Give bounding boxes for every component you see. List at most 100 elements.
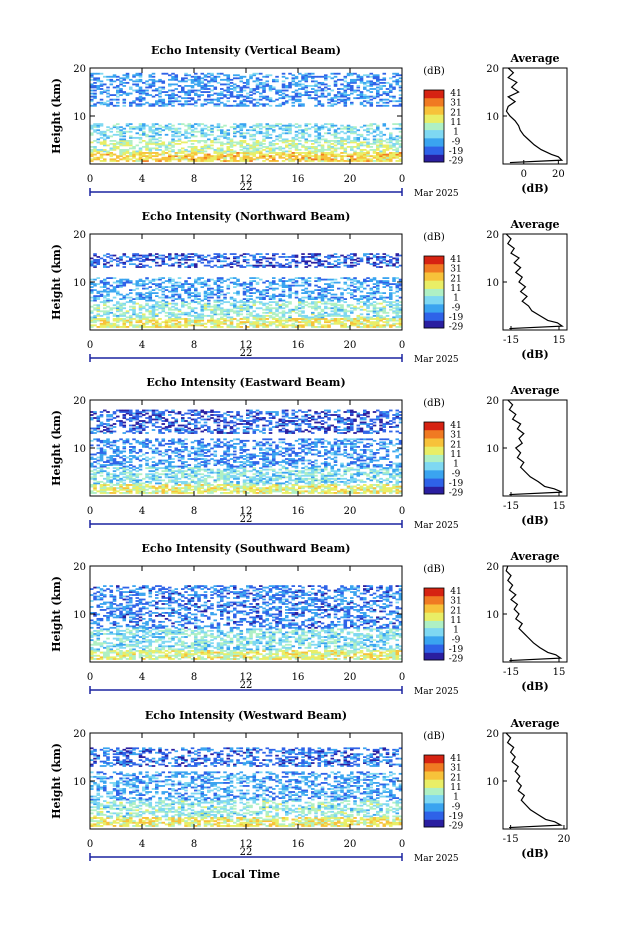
heatmap-cell (389, 319, 393, 322)
heatmap-cell (168, 150, 172, 153)
heatmap-cell (301, 257, 305, 260)
heatmap-cell (376, 78, 380, 81)
colorbar-segment (424, 137, 444, 139)
heatmap-cell (382, 299, 387, 302)
heatmap-cell (184, 280, 188, 282)
heatmap-cell (135, 144, 140, 147)
heatmap-cell (99, 326, 104, 328)
heatmap-cell (255, 158, 260, 161)
heatmap-cell (392, 95, 396, 98)
heatmap-cell (285, 295, 289, 297)
heatmap-cell (389, 258, 393, 261)
heatmap-cell (190, 284, 195, 287)
colorbar-segment (424, 290, 444, 293)
heatmap-cell (168, 129, 172, 132)
heatmap-cell (210, 266, 214, 268)
heatmap-cell (103, 295, 107, 297)
heatmap-cell (340, 152, 344, 154)
heatmap-cell (122, 319, 127, 322)
heatmap-cell (324, 319, 328, 322)
heatmap-cell (106, 290, 110, 293)
average-x-tick-label: 15 (553, 335, 566, 346)
heatmap-cell (135, 321, 140, 324)
heatmap-cell (278, 155, 283, 158)
heatmap-cell (314, 156, 318, 159)
heatmap-cell (161, 141, 166, 144)
heatmap-cell (392, 88, 396, 90)
heatmap-cell (93, 296, 97, 299)
heatmap-cell (294, 130, 299, 133)
heatmap-cell (96, 290, 101, 293)
heatmap-cell (281, 256, 286, 258)
heatmap-cell (207, 153, 211, 156)
heatmap-cell (129, 301, 133, 304)
heatmap-cell (155, 326, 159, 328)
heatmap-cell (311, 85, 315, 87)
heatmap-cell (376, 256, 380, 258)
heatmap-cell (272, 152, 276, 154)
heatmap-cell (395, 140, 400, 142)
heatmap-cell (96, 307, 101, 310)
heatmap-cell (125, 326, 130, 328)
heatmap-cell (317, 150, 322, 153)
heatmap-cell (112, 318, 117, 320)
heatmap-cell (103, 322, 107, 325)
heatmap-cell (320, 104, 325, 107)
heatmap-cell (168, 123, 172, 126)
heatmap-cell (372, 129, 377, 132)
heatmap-cell (90, 155, 94, 158)
heatmap-cell (99, 314, 104, 317)
heatmap-cell (203, 307, 208, 310)
heatmap-cell (268, 156, 273, 159)
heatmap-cell (112, 286, 117, 288)
heatmap-cell (268, 321, 273, 324)
heatmap-cell (90, 127, 94, 130)
heatmap-cell (197, 140, 201, 142)
heatmap-cell (369, 304, 374, 307)
colorbar-segment (424, 147, 444, 150)
heatmap-cell (249, 94, 253, 97)
heatmap-cell (353, 283, 357, 285)
colorbar-segment (424, 286, 444, 289)
heatmap-cell (395, 295, 400, 297)
heatmap-cell (301, 75, 305, 78)
heatmap-cell (363, 304, 367, 307)
heatmap-cell (216, 152, 221, 154)
heatmap-cell (168, 277, 172, 279)
heatmap-cell (216, 98, 221, 101)
heatmap-cell (350, 289, 354, 291)
heatmap-cell (158, 304, 162, 307)
heatmap-cell (294, 75, 299, 78)
heatmap-cell (285, 129, 289, 132)
heatmap-cell (392, 301, 396, 304)
heatmap-cell (190, 299, 195, 302)
heatmap-cell (304, 296, 309, 299)
heatmap-cell (359, 155, 364, 158)
heatmap-cell (216, 326, 221, 328)
heatmap-cell (337, 261, 341, 264)
heatmap-cell (190, 130, 195, 133)
heatmap-cell (307, 146, 312, 148)
heatmap-cell (135, 319, 140, 322)
heatmap-cell (125, 149, 130, 151)
heatmap-cell (187, 292, 192, 294)
heatmap-cell (200, 281, 205, 284)
heatmap-cell (177, 127, 182, 130)
heatmap-cell (340, 147, 344, 150)
heatmap-cell (359, 290, 364, 293)
heatmap-cell (229, 95, 234, 98)
heatmap-cell (272, 298, 276, 300)
heatmap-cell (304, 89, 309, 92)
heatmap-cell (382, 156, 387, 159)
heatmap-cell (343, 281, 348, 284)
heatmap-cell (239, 299, 244, 302)
heatmap-cell (210, 129, 214, 132)
heatmap-cell (213, 138, 218, 141)
heatmap-cell (242, 321, 247, 324)
heatmap-cell (353, 261, 357, 264)
heatmap-cell (93, 319, 97, 322)
heatmap-cell (327, 324, 331, 327)
heatmap-cell (132, 80, 136, 83)
heatmap-cell (93, 124, 97, 127)
heatmap-cell (272, 160, 276, 162)
